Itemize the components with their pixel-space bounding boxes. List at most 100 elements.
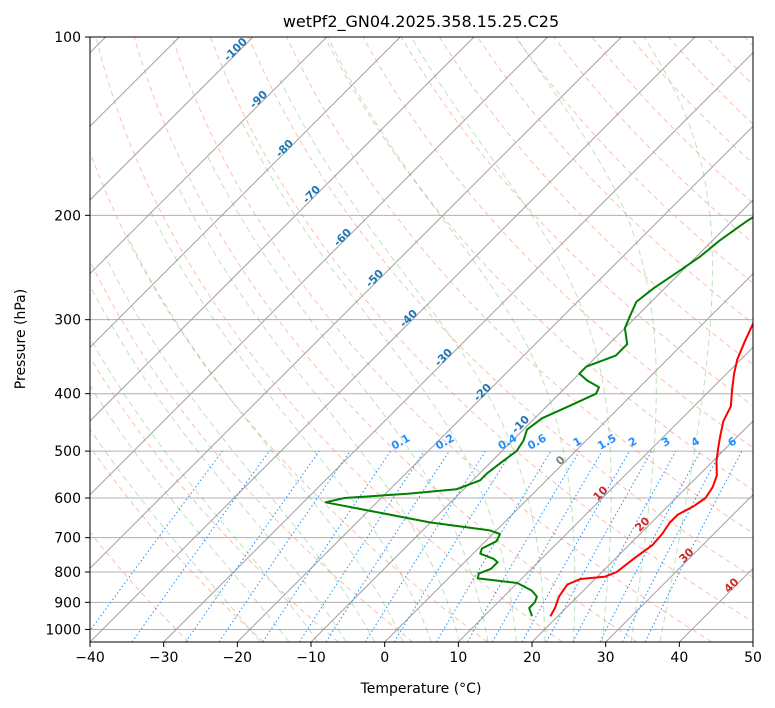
x-axis: −40 −30 −20 −10 0 10 20 30 40 50 <box>75 642 762 666</box>
mixing-ratio-label: 10 <box>770 432 775 451</box>
isotherm-line <box>90 37 475 422</box>
mixing-ratio-line <box>131 450 270 642</box>
plot-frame <box>89 36 754 643</box>
dry-adiabat-label: 20 <box>633 514 653 534</box>
x-tick-label: 30 <box>597 650 615 666</box>
isotherm-line <box>605 493 753 642</box>
mixing-ratio-label: 0.2 <box>433 432 456 453</box>
dry-adiabat-line <box>553 37 753 244</box>
dry-adiabat-line <box>171 37 712 642</box>
mixing-ratio-label: 0.6 <box>525 431 549 452</box>
y-tick-label: 300 <box>54 313 81 329</box>
x-tick-label: −30 <box>149 650 179 666</box>
dry-adiabat-line <box>743 37 753 47</box>
dewpoint-profile <box>324 216 753 617</box>
x-tick-label: −20 <box>223 650 253 666</box>
isotherm-line <box>457 346 753 642</box>
y-tick-label: 100 <box>54 30 81 46</box>
y-axis-label: Pressure (hPa) <box>13 289 29 389</box>
mixing-ratio-label: 1 <box>571 435 584 450</box>
mixing-ratio-line <box>545 450 653 642</box>
moist-adiabat-line <box>515 37 657 642</box>
mixing-ratio-line <box>644 450 743 642</box>
dry-adiabat-label: -90 <box>247 88 270 111</box>
isotherm-line <box>531 420 753 642</box>
isotherm-line <box>678 567 753 642</box>
moist-adiabat-line <box>240 119 517 642</box>
moist-adiabat-line <box>90 284 347 642</box>
moist-adiabat-line <box>126 234 404 642</box>
isotherm-line <box>384 272 753 642</box>
dry-adiabat-label: 30 <box>677 545 697 565</box>
dry-adiabat-line <box>209 37 753 623</box>
mixing-ratio-line <box>185 450 320 642</box>
mixing-ratio-line <box>521 450 630 642</box>
dry-adiabat-line <box>286 37 753 534</box>
dry-adiabat-line <box>705 37 753 86</box>
dry-adiabat-label: -60 <box>331 226 354 249</box>
x-tick-label: 50 <box>744 650 762 666</box>
y-axis: 100 200 300 400 500 600 700 800 900 1000 <box>45 30 90 638</box>
x-axis-label: Temperature (°C) <box>360 681 482 697</box>
isotherm-line <box>90 37 549 496</box>
dry-adiabat-line <box>90 259 414 642</box>
y-tick-label: 700 <box>54 531 81 547</box>
moist-adiabat-line <box>643 37 714 642</box>
dry-adiabat-line <box>90 445 264 642</box>
dry-adiabat-label: -80 <box>273 137 296 160</box>
dry-adiabat-line <box>324 37 753 491</box>
x-tick-label: 10 <box>449 650 467 666</box>
mixing-ratio-label: 3 <box>659 435 672 450</box>
dry-adiabat-label: -100 <box>221 35 250 64</box>
moist-adiabat-line <box>90 428 261 642</box>
dry-adiabat-label: -40 <box>397 307 420 330</box>
temperature-profile <box>549 321 753 617</box>
moist-adiabat-line <box>327 37 576 642</box>
mixing-ratio-line <box>325 450 450 642</box>
mixing-ratio-line <box>218 450 351 642</box>
dry-adiabat-line <box>90 150 488 642</box>
mixing-ratio-line <box>572 450 677 642</box>
x-tick-label: 40 <box>670 650 688 666</box>
moist-adiabat-line <box>149 209 432 642</box>
dry-adiabat-line <box>90 356 339 642</box>
isotherm-line <box>236 125 753 642</box>
moist-adiabat-line <box>279 79 546 642</box>
y-tick-label: 800 <box>54 565 81 581</box>
dry-adiabat-label: 40 <box>722 575 742 595</box>
mixing-ratio-line <box>262 450 392 642</box>
moist-adiabat-line <box>90 337 319 642</box>
isotherm-line <box>90 37 696 642</box>
y-tick-label: 600 <box>54 491 81 507</box>
chart-title: wetPf2_GN04.2025.358.15.25.C25 <box>283 12 559 32</box>
dry-adiabat-line <box>90 531 190 642</box>
y-tick-label: 400 <box>54 387 81 403</box>
dry-adiabat-label: -70 <box>300 183 323 206</box>
isotherm-line <box>752 641 753 642</box>
dry-adiabat-label: -30 <box>432 346 455 369</box>
mixing-ratio-line <box>364 450 486 642</box>
x-tick-label: −10 <box>296 650 326 666</box>
mixing-ratio-label: 4 <box>689 434 702 449</box>
dry-adiabat-label: -50 <box>363 267 386 290</box>
isotherm-line <box>90 37 254 201</box>
mixing-ratio-line <box>435 450 552 642</box>
mixing-ratio-line <box>298 450 425 642</box>
y-tick-label: 900 <box>54 595 81 611</box>
plot-area: 0.10.20.40.611.52346810131620253036-100-… <box>90 35 775 642</box>
mixing-ratio-line <box>393 450 513 642</box>
dry-adiabat-line <box>248 37 753 578</box>
moist-adiabat-line <box>176 185 461 642</box>
x-tick-label: −40 <box>75 650 105 666</box>
isotherm-line <box>310 199 753 642</box>
mixing-ratio-line <box>90 450 223 632</box>
dry-adiabat-line <box>438 37 753 366</box>
dry-adiabat-line <box>400 37 753 407</box>
mixing-ratio-label: 1.5 <box>595 432 618 453</box>
moist-adiabat-line <box>104 255 376 642</box>
y-tick-label: 200 <box>54 208 81 224</box>
dry-adiabat-line <box>362 37 753 449</box>
mixing-ratio-label: 2 <box>626 435 639 450</box>
isotherm-line <box>90 37 328 275</box>
